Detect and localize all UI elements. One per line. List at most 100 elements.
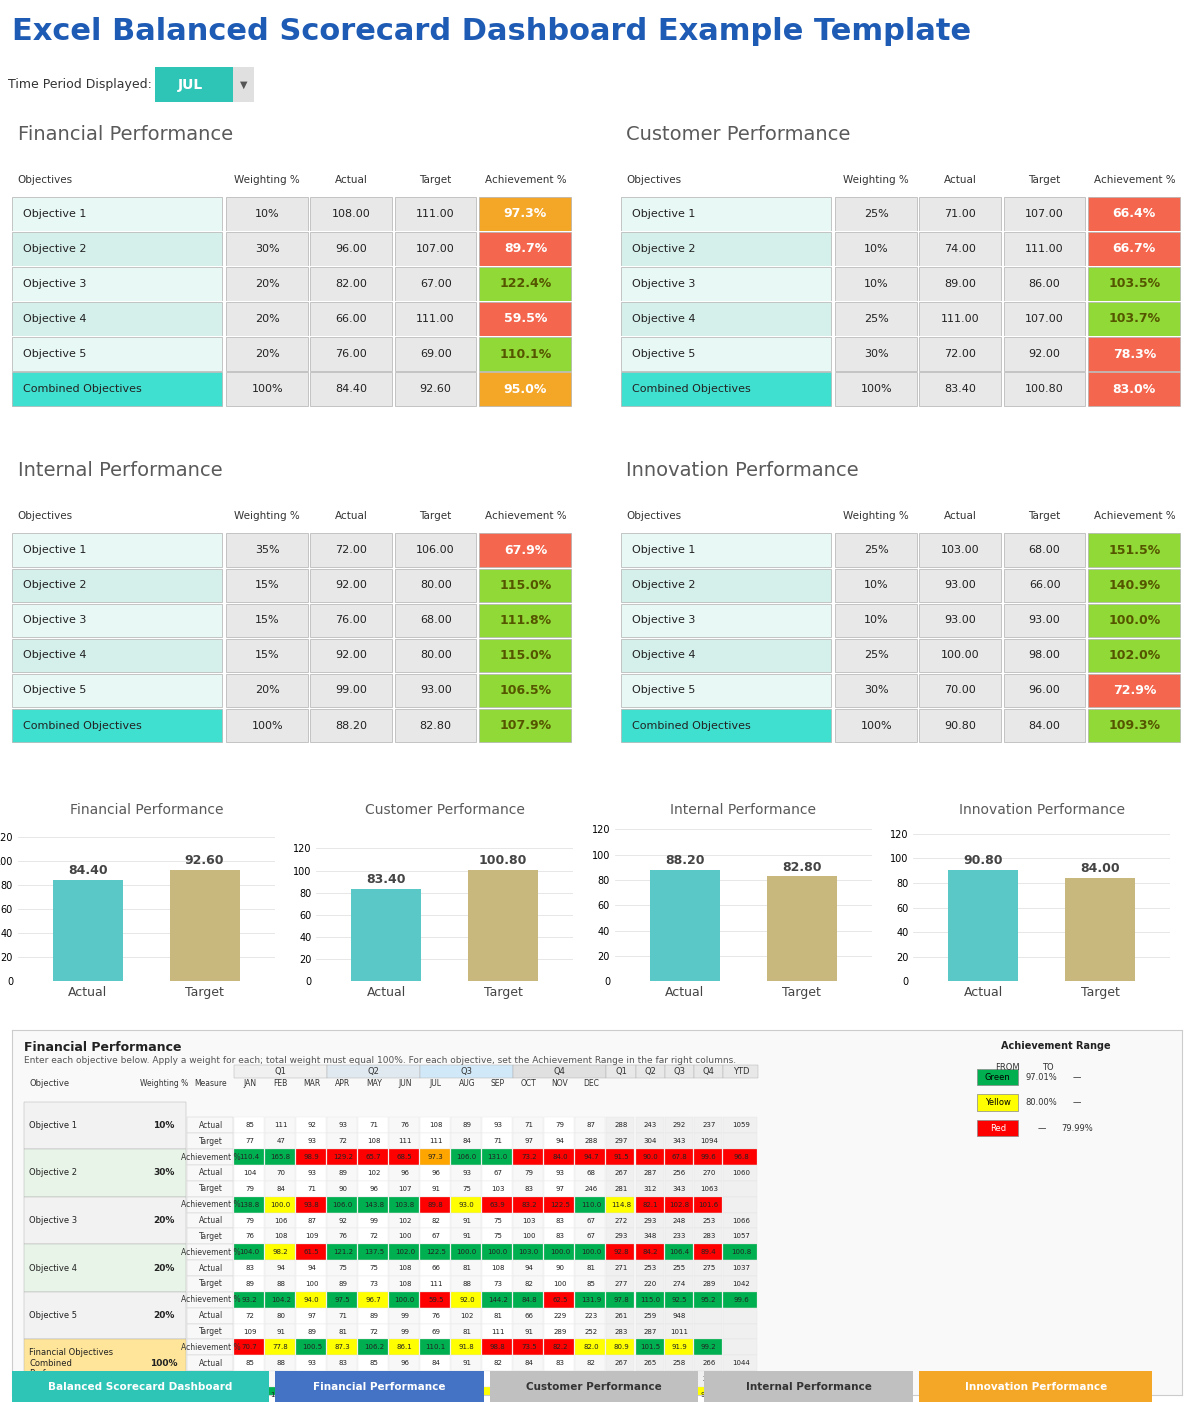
Text: 71: 71 (493, 1138, 503, 1144)
Bar (607, 1150, 634, 1165)
Text: APR: APR (336, 1080, 350, 1088)
Text: Objective 2: Objective 2 (23, 244, 87, 254)
Bar (187, 1387, 233, 1402)
Text: 89.4: 89.4 (701, 1249, 716, 1255)
Bar (694, 1213, 722, 1228)
Bar (621, 372, 831, 407)
Bar (187, 1117, 233, 1133)
Text: 82.0: 82.0 (583, 1345, 598, 1350)
Bar (53, 879, 123, 981)
Bar (1088, 674, 1181, 708)
Bar (327, 1165, 357, 1180)
Bar (576, 1323, 605, 1339)
Text: 111.0: 111.0 (456, 1392, 476, 1398)
Bar (24, 1102, 186, 1150)
Bar (24, 1291, 186, 1339)
Text: 86.00: 86.00 (1029, 279, 1060, 289)
Text: 108: 108 (429, 1123, 443, 1129)
Bar (420, 1228, 450, 1245)
Text: 92.0: 92.0 (458, 1297, 475, 1302)
Text: 75: 75 (493, 1217, 503, 1224)
Text: 93.00: 93.00 (944, 615, 977, 625)
Bar (479, 196, 572, 231)
Text: 122.4%: 122.4% (499, 278, 552, 290)
Text: Target: Target (1028, 510, 1060, 522)
Bar (724, 1323, 757, 1339)
Text: 111: 111 (429, 1138, 443, 1144)
Bar (694, 1133, 722, 1150)
Bar (948, 869, 1018, 981)
Bar (395, 266, 476, 301)
Text: Objective 4: Objective 4 (23, 314, 87, 324)
Bar (665, 1308, 693, 1323)
Text: 100.0: 100.0 (456, 1249, 476, 1255)
Bar (544, 1356, 574, 1371)
Bar (296, 1260, 326, 1276)
Bar (24, 1197, 186, 1245)
Bar (389, 1213, 419, 1228)
Bar (395, 569, 476, 603)
Bar (265, 1308, 295, 1323)
Text: 289: 289 (553, 1329, 566, 1335)
Bar (1004, 372, 1085, 407)
Bar (12, 534, 222, 568)
Text: Internal Performance: Internal Performance (670, 803, 817, 816)
Text: Objective: Objective (30, 1080, 69, 1088)
Bar (607, 1180, 634, 1197)
Bar (296, 1197, 326, 1213)
Text: 73.2: 73.2 (521, 1154, 536, 1159)
Text: 1057: 1057 (732, 1234, 750, 1239)
Text: 102: 102 (367, 1171, 381, 1176)
Bar (234, 1133, 264, 1150)
Bar (724, 1228, 757, 1245)
Text: 91: 91 (462, 1360, 472, 1367)
Text: 72: 72 (245, 1312, 254, 1319)
Bar (479, 639, 572, 673)
Bar (420, 1245, 450, 1260)
Text: 138.8: 138.8 (240, 1202, 260, 1207)
Bar (544, 1291, 574, 1308)
Text: Customer Performance: Customer Performance (365, 803, 524, 816)
Bar (187, 1180, 233, 1197)
Bar (694, 1323, 722, 1339)
Bar (227, 569, 308, 603)
Bar (451, 1387, 481, 1402)
Bar (327, 1339, 357, 1356)
Bar (544, 1387, 574, 1402)
Text: JUL: JUL (178, 79, 203, 91)
Bar (227, 338, 308, 370)
Bar (482, 1308, 512, 1323)
Bar (187, 1197, 233, 1213)
Text: 75: 75 (493, 1234, 503, 1239)
Text: 97: 97 (555, 1186, 565, 1192)
Bar (395, 534, 476, 568)
Bar (227, 709, 308, 743)
Bar (265, 1291, 295, 1308)
Bar (420, 1165, 450, 1180)
Text: 107.00: 107.00 (1026, 209, 1064, 219)
Text: 100: 100 (398, 1234, 412, 1239)
Bar (544, 1228, 574, 1245)
Text: 87: 87 (586, 1123, 596, 1129)
Bar (665, 1356, 693, 1371)
Bar (513, 1260, 543, 1276)
Bar (310, 338, 392, 370)
Text: 89.8: 89.8 (427, 1202, 444, 1207)
Bar (24, 1339, 186, 1387)
Bar (607, 1371, 634, 1387)
Text: AUG: AUG (458, 1080, 475, 1088)
Bar (234, 1291, 264, 1308)
Text: 84: 84 (276, 1186, 285, 1192)
Text: 82.80: 82.80 (419, 721, 451, 730)
Text: 63.9: 63.9 (490, 1202, 506, 1207)
Bar (621, 233, 831, 266)
Bar (482, 1356, 512, 1371)
Bar (1004, 266, 1085, 301)
Bar (724, 1308, 757, 1323)
Bar (389, 1276, 419, 1291)
Bar (1065, 878, 1135, 981)
Text: 83: 83 (555, 1217, 565, 1224)
Text: Financial Objectives
Combined
Performance: Financial Objectives Combined Performanc… (30, 1349, 113, 1378)
Text: 97.5: 97.5 (336, 1297, 351, 1302)
Bar (621, 709, 831, 743)
